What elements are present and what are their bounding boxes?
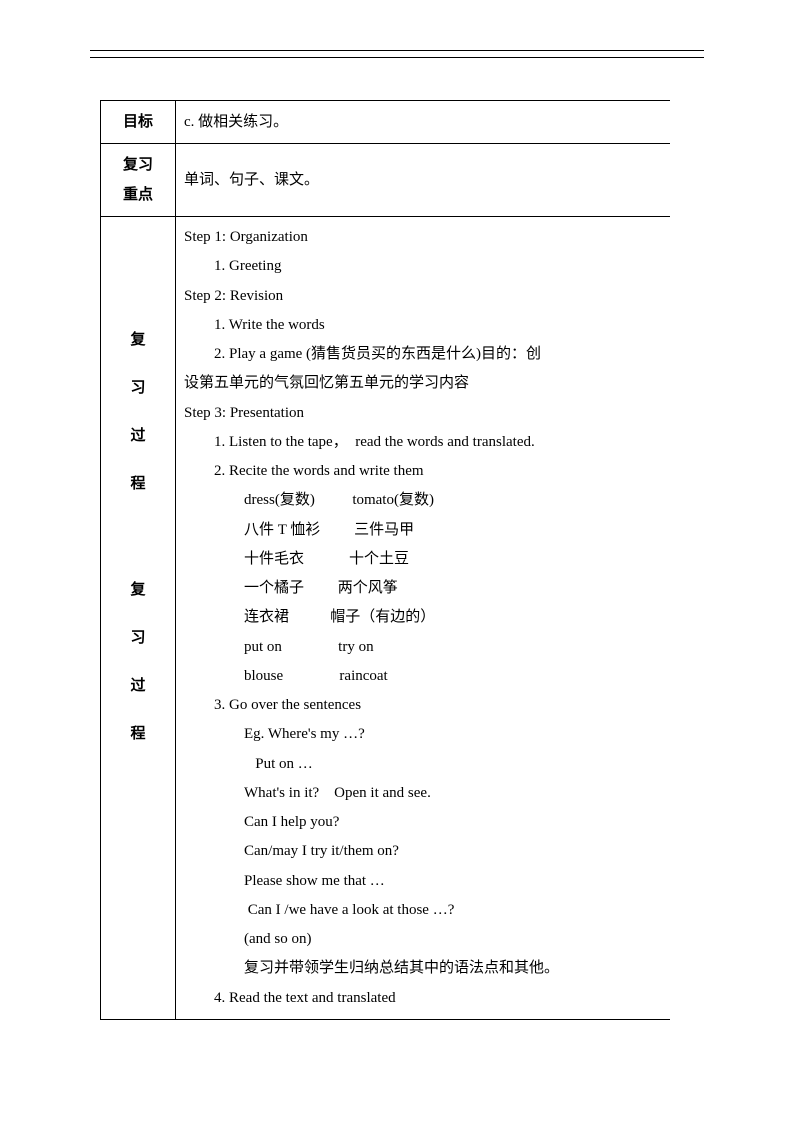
label-process1-c1: 复: [109, 325, 167, 355]
sent-line9: 复习并带领学生归纳总结其中的语法点和其他。: [184, 954, 662, 983]
label-process2-c3: 过: [109, 671, 167, 701]
step3-title: Step 3: Presentation: [184, 399, 662, 428]
label-focus-line1: 复习: [109, 150, 167, 180]
label-focus-line2: 重点: [109, 180, 167, 210]
content-objective-text: c. 做相关练习。: [184, 114, 288, 130]
step3-item2: 2. Recite the words and write them: [184, 457, 662, 486]
step1-item1: 1. Greeting: [184, 252, 662, 281]
step1-title: Step 1: Organization: [184, 223, 662, 252]
vocab-line6: put on try on: [184, 633, 662, 662]
header-rule-1: [90, 50, 704, 54]
label-focus: 复习 重点: [101, 144, 176, 217]
vocab-line4: 一个橘子 两个风筝: [184, 574, 662, 603]
sent-line1: Eg. Where's my …?: [184, 720, 662, 749]
vocab-line5: 连衣裙 帽子（有边的）: [184, 603, 662, 632]
sent-line5: Can/may I try it/them on?: [184, 837, 662, 866]
label-objective-text: 目标: [123, 114, 153, 130]
step2-item2: 2. Play a game (猜售货员买的东西是什么)目的：创: [184, 340, 662, 369]
label-process2-c4: 程: [109, 719, 167, 749]
step3-item3: 3. Go over the sentences: [184, 691, 662, 720]
step2-item2-cont: 设第五单元的气氛回忆第五单元的学习内容: [184, 369, 662, 398]
content-objective: c. 做相关练习。: [176, 101, 671, 144]
vocab-line2: 八件 T 恤衫 三件马甲: [184, 516, 662, 545]
label-process2-c2: 习: [109, 623, 167, 653]
vocab-line1: dress(复数) tomato(复数): [184, 486, 662, 515]
sent-line8: (and so on): [184, 925, 662, 954]
page-container: 目标 c. 做相关练习。 复习 重点 单词、句子、课文。 复 习 过 程 复: [0, 0, 794, 1080]
sent-line6: Please show me that …: [184, 867, 662, 896]
content-process: Step 1: Organization 1. Greeting Step 2:…: [176, 217, 671, 1020]
sent-line7: Can I /we have a look at those …?: [184, 896, 662, 925]
step3-item4: 4. Read the text and translated: [184, 984, 662, 1013]
vocab-line3: 十件毛衣 十个土豆: [184, 545, 662, 574]
row-objective: 目标 c. 做相关练习。: [101, 101, 671, 144]
sent-line3: What's in it? Open it and see.: [184, 779, 662, 808]
row-focus: 复习 重点 单词、句子、课文。: [101, 144, 671, 217]
header-rule-2: [90, 57, 704, 58]
step3-item1: 1. Listen to the tape， read the words an…: [184, 428, 662, 457]
lesson-plan-table: 目标 c. 做相关练习。 复习 重点 单词、句子、课文。 复 习 过 程 复: [100, 100, 670, 1020]
sent-line2: Put on …: [184, 750, 662, 779]
label-process1-c3: 过: [109, 421, 167, 451]
row-process: 复 习 过 程 复 习 过 程 Step 1: Organization 1. …: [101, 217, 671, 1020]
label-objective: 目标: [101, 101, 176, 144]
vocab-line7: blouse raincoat: [184, 662, 662, 691]
step2-title: Step 2: Revision: [184, 282, 662, 311]
label-process2-c1: 复: [109, 575, 167, 605]
label-process1-c4: 程: [109, 469, 167, 499]
sent-line4: Can I help you?: [184, 808, 662, 837]
label-process: 复 习 过 程 复 习 过 程: [101, 217, 176, 1020]
step2-item1: 1. Write the words: [184, 311, 662, 340]
content-focus: 单词、句子、课文。: [176, 144, 671, 217]
label-process1-c2: 习: [109, 373, 167, 403]
content-focus-text: 单词、句子、课文。: [184, 172, 319, 188]
